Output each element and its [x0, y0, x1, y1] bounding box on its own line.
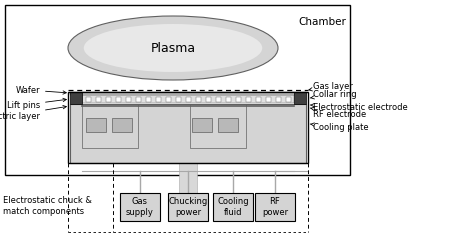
Bar	[192, 118, 212, 132]
Bar	[120, 193, 160, 221]
Bar	[276, 97, 281, 102]
Text: Gas layer: Gas layer	[309, 81, 353, 91]
Bar	[216, 97, 221, 102]
Ellipse shape	[68, 16, 278, 80]
Bar	[294, 92, 306, 104]
Bar	[82, 104, 138, 148]
Text: Plasma: Plasma	[150, 42, 196, 54]
Bar	[86, 118, 106, 132]
Bar	[246, 97, 251, 102]
Bar	[116, 97, 121, 102]
Bar	[86, 97, 91, 102]
Bar	[226, 97, 231, 102]
Bar	[255, 193, 295, 221]
Bar	[236, 97, 241, 102]
Ellipse shape	[84, 24, 262, 72]
Bar	[126, 97, 131, 102]
Bar	[146, 97, 151, 102]
Bar	[176, 97, 181, 102]
Bar	[96, 97, 101, 102]
Bar	[166, 97, 171, 102]
Bar	[168, 193, 208, 221]
Text: Lift pins: Lift pins	[7, 98, 66, 109]
Text: Wafer: Wafer	[15, 86, 66, 94]
Bar	[68, 92, 308, 163]
Bar	[256, 97, 261, 102]
Text: Collar ring: Collar ring	[310, 89, 356, 99]
Bar	[156, 97, 161, 102]
Bar	[286, 97, 291, 102]
Bar	[179, 163, 197, 193]
Bar	[218, 118, 238, 132]
Bar	[112, 118, 132, 132]
Text: Cooling plate: Cooling plate	[310, 123, 369, 132]
Text: RF electrode: RF electrode	[310, 107, 366, 119]
Text: Chucking
power: Chucking power	[168, 197, 208, 217]
Bar	[5, 5, 350, 175]
Text: Electrostatic electrode: Electrostatic electrode	[310, 103, 408, 112]
Text: Chamber: Chamber	[298, 17, 346, 27]
Bar	[266, 97, 271, 102]
Bar	[186, 97, 191, 102]
Bar	[82, 95, 294, 103]
Bar	[190, 104, 246, 148]
Text: Electrostatic chuck &
match components: Electrostatic chuck & match components	[3, 196, 92, 216]
Bar	[106, 97, 111, 102]
Bar	[206, 97, 211, 102]
Bar	[70, 92, 306, 95]
Text: Cooling
fluid: Cooling fluid	[217, 197, 249, 217]
Text: RF
power: RF power	[262, 197, 288, 217]
Text: Dielectric layer: Dielectric layer	[0, 105, 66, 120]
Bar	[196, 97, 201, 102]
Text: Gas
supply: Gas supply	[126, 197, 154, 217]
Bar	[70, 92, 82, 104]
Bar	[213, 193, 253, 221]
Bar	[136, 97, 141, 102]
Bar	[70, 104, 306, 163]
